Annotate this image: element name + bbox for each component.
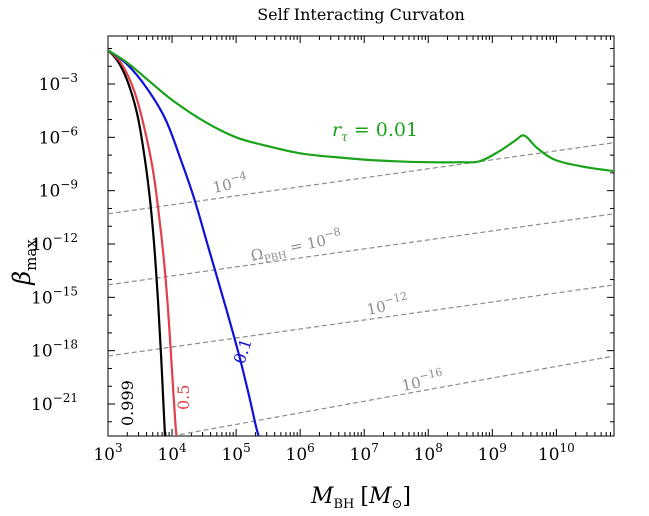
y-label-main: β	[8, 271, 36, 286]
beta-curves	[108, 49, 614, 436]
y-tick-label: 10−3	[39, 71, 78, 95]
y-tick-label: 10−18	[31, 338, 78, 362]
tick-base: 10	[39, 128, 61, 148]
ref-label-1e-16: 10−16	[399, 366, 445, 395]
ref-label-base: 10	[211, 175, 233, 197]
x-tick-label: 1010	[538, 441, 575, 465]
omega-equals: =	[284, 235, 309, 257]
tick-exponent: 9	[499, 441, 507, 455]
omega-line-2	[108, 284, 614, 357]
curve-label-0.1: 0.1	[230, 336, 256, 366]
omega-subscript: PBH	[263, 250, 288, 266]
ref-label-sup: −16	[418, 366, 443, 384]
x-tick-label: 105	[221, 441, 250, 465]
ref-label-1e-8: ΩPBH = 10−8	[248, 225, 344, 268]
x-unit-open: [	[360, 484, 369, 509]
ref-label-sup: −4	[229, 169, 248, 185]
ref-label-base: 10	[400, 373, 422, 395]
tick-base: 10	[39, 182, 61, 202]
omega-symbol: Ω	[249, 245, 265, 265]
tick-base: 10	[350, 445, 372, 465]
tick-exponent: 10	[560, 441, 575, 455]
curve-label-0.999: 0.999	[118, 380, 137, 426]
tick-exponent: −18	[53, 338, 78, 352]
tick-base: 10	[221, 445, 243, 465]
omega-line-1	[108, 213, 614, 286]
curve-0.1	[108, 49, 260, 436]
y-axis-label: βmax	[8, 239, 40, 286]
plot-frame	[107, 35, 615, 437]
tick-base: 10	[478, 445, 500, 465]
tick-exponent: −12	[53, 231, 78, 245]
x-unit-close: ]	[402, 484, 411, 509]
x-axis-label: MBH [M⊙]	[310, 484, 411, 512]
y-label-sub: max	[22, 239, 40, 271]
tick-base: 10	[31, 288, 53, 308]
omega-reference-lines	[108, 142, 614, 436]
r-value: = 0.01	[348, 119, 418, 141]
x-tick-label: 107	[350, 441, 379, 465]
x-tick-labels: 103 104 105 106 107 108 109 1010	[93, 441, 574, 465]
chart-title: Self Interacting Curvaton	[257, 5, 465, 24]
tick-exponent: −9	[60, 178, 78, 192]
ref-label-1e-12: 10−12	[364, 290, 410, 319]
tick-exponent: 7	[371, 441, 379, 455]
r-symbol: r	[332, 119, 343, 141]
tick-exponent: 4	[179, 441, 187, 455]
ref-label-1e-4: 10−4	[210, 169, 249, 197]
tick-base: 10	[39, 75, 61, 95]
tick-exponent: 3	[115, 441, 123, 455]
tick-exponent: −3	[60, 71, 78, 85]
x-tick-label: 104	[157, 441, 187, 465]
tick-base: 10	[31, 342, 53, 362]
y-tick-label: 10−12	[31, 231, 78, 255]
tick-base: 10	[31, 235, 53, 255]
tick-base: 10	[31, 395, 53, 415]
y-tick-label: 10−21	[31, 391, 78, 415]
y-tick-label: 10−15	[31, 284, 78, 308]
axis-ticks	[107, 36, 614, 436]
x-tick-label: 109	[478, 441, 507, 465]
y-tick-label: 10−6	[39, 124, 78, 148]
ref-label-base: 10	[305, 231, 327, 253]
y-tick-label: 10−9	[39, 178, 78, 202]
x-label-main: M	[310, 484, 334, 509]
omega-line-3	[171, 355, 614, 436]
curve-label-0.5: 0.5	[174, 385, 193, 410]
x-unit-main: M	[368, 484, 392, 509]
x-tick-label: 106	[286, 441, 315, 465]
tick-exponent: 6	[307, 441, 315, 455]
tick-exponent: −15	[53, 284, 78, 298]
curve-0.5	[108, 49, 178, 436]
x-tick-label: 108	[414, 441, 443, 465]
curve-0.01	[108, 49, 614, 173]
omega-line-0	[108, 142, 614, 215]
tick-exponent: 8	[435, 441, 443, 455]
x-label-sub: BH	[334, 497, 355, 512]
tick-base: 10	[414, 445, 436, 465]
tick-exponent: −21	[53, 391, 78, 405]
r-subscript: τ	[341, 130, 348, 144]
ref-label-base: 10	[365, 297, 387, 319]
tick-base: 10	[538, 445, 560, 465]
curve-label-0.01: rτ = 0.01	[332, 119, 418, 144]
ref-label-sup: −8	[323, 225, 342, 241]
x-tick-label: 103	[93, 441, 122, 465]
tick-exponent: −6	[60, 124, 78, 138]
tick-exponent: 5	[243, 441, 251, 455]
curve-0.999	[108, 49, 167, 436]
tick-base: 10	[157, 445, 179, 465]
tick-base: 10	[286, 445, 308, 465]
tick-base: 10	[93, 445, 115, 465]
x-unit-sub: ⊙	[392, 497, 403, 512]
ref-label-sup: −12	[383, 290, 408, 308]
